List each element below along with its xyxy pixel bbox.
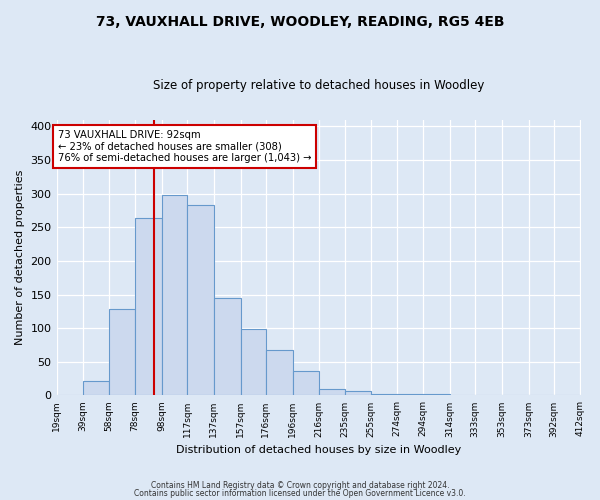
Text: Contains HM Land Registry data © Crown copyright and database right 2024.: Contains HM Land Registry data © Crown c… <box>151 480 449 490</box>
Bar <box>293 370 319 396</box>
Text: Contains public sector information licensed under the Open Government Licence v3: Contains public sector information licen… <box>134 489 466 498</box>
Bar <box>502 395 529 396</box>
Bar <box>214 298 241 396</box>
Bar <box>187 205 214 396</box>
Bar <box>475 395 502 396</box>
Bar <box>319 388 344 396</box>
Bar <box>423 394 450 396</box>
Bar <box>450 395 475 396</box>
Bar <box>266 350 293 396</box>
Title: Size of property relative to detached houses in Woodley: Size of property relative to detached ho… <box>153 79 484 92</box>
Text: 73, VAUXHALL DRIVE, WOODLEY, READING, RG5 4EB: 73, VAUXHALL DRIVE, WOODLEY, READING, RG… <box>96 15 504 29</box>
Text: 73 VAUXHALL DRIVE: 92sqm
← 23% of detached houses are smaller (308)
76% of semi-: 73 VAUXHALL DRIVE: 92sqm ← 23% of detach… <box>58 130 311 163</box>
Bar <box>241 330 266 396</box>
X-axis label: Distribution of detached houses by size in Woodley: Distribution of detached houses by size … <box>176 445 461 455</box>
Bar <box>371 394 397 396</box>
Bar <box>344 392 371 396</box>
Bar <box>83 380 109 396</box>
Bar <box>135 218 162 396</box>
Bar <box>397 394 423 396</box>
Bar <box>554 395 580 396</box>
Bar <box>109 310 135 396</box>
Y-axis label: Number of detached properties: Number of detached properties <box>15 170 25 345</box>
Bar <box>162 195 187 396</box>
